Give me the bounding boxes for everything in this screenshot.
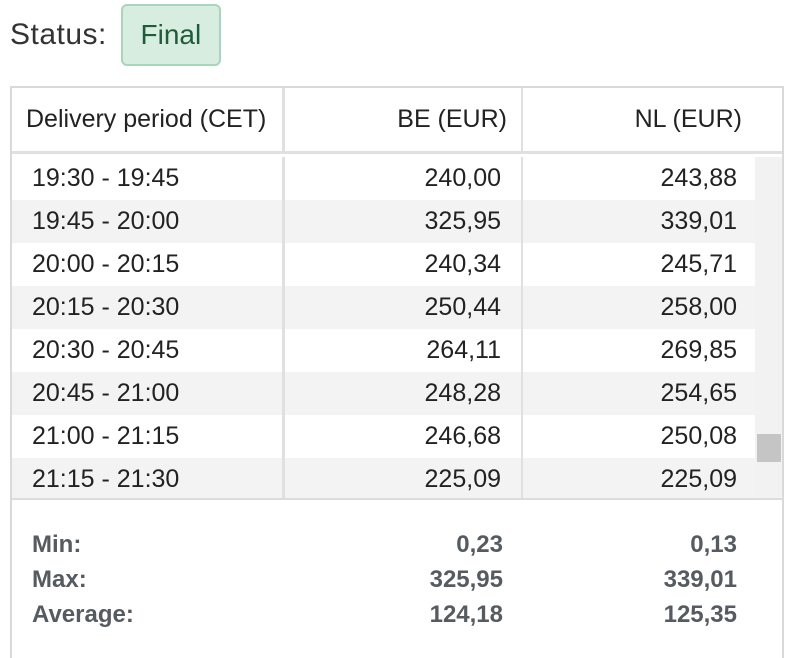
cell-nl: 254,65 xyxy=(523,372,755,415)
summary-average-be: 124,18 xyxy=(429,601,503,628)
table-body[interactable]: 19:30 - 19:45 240,00 243,88 19:45 - 20:0… xyxy=(12,157,782,500)
table-row: 21:15 - 21:30 225,09 225,09 xyxy=(12,458,782,500)
cell-nl: 245,71 xyxy=(660,250,737,278)
cell-be: 264,11 xyxy=(285,329,523,372)
column-header-delivery-period[interactable]: Delivery period (CET) xyxy=(12,88,285,151)
cell-be: 246,68 xyxy=(285,415,523,458)
column-header-nl[interactable]: NL (EUR) xyxy=(634,105,742,133)
table-row: 20:45 - 21:00 248,28 254,65 xyxy=(12,372,782,415)
status-row: Status: Final xyxy=(10,4,221,66)
summary-label-min: Min: xyxy=(32,531,82,558)
table-header: Delivery period (CET) BE (EUR) NL (EUR) xyxy=(12,88,782,154)
cell-period: 21:15 - 21:30 xyxy=(12,458,285,500)
summary-average-nl: 125,35 xyxy=(663,601,737,628)
summary-row-average: Average: 124,18 125,35 xyxy=(12,598,782,632)
summary-label-average: Average: xyxy=(32,601,134,628)
cell-nl: 243,88 xyxy=(660,164,737,192)
column-header-be[interactable]: BE (EUR) xyxy=(285,88,523,151)
cell-period: 20:45 - 21:00 xyxy=(12,372,285,415)
cell-period: 19:45 - 20:00 xyxy=(12,200,285,243)
table-row: 19:45 - 20:00 325,95 339,01 xyxy=(12,200,782,243)
cell-be: 250,44 xyxy=(285,286,523,329)
cell-nl: 258,00 xyxy=(523,286,755,329)
cell-period: 19:30 - 19:45 xyxy=(12,157,285,200)
summary-row-max: Max: 325,95 339,01 xyxy=(12,563,782,597)
summary-section: Min: 0,23 0,13 Max: 325,95 339,01 Averag… xyxy=(12,498,782,658)
table-row: 20:15 - 20:30 250,44 258,00 xyxy=(12,286,782,329)
summary-max-be: 325,95 xyxy=(429,566,503,593)
status-badge: Final xyxy=(120,4,221,66)
scrollbar-thumb[interactable] xyxy=(757,434,781,462)
summary-max-nl: 339,01 xyxy=(663,566,737,593)
cell-period: 20:15 - 20:30 xyxy=(12,286,285,329)
table-row: 20:00 - 20:15 240,34 245,71 xyxy=(12,243,782,286)
price-table: Delivery period (CET) BE (EUR) NL (EUR) … xyxy=(10,86,784,658)
summary-min-be: 0,23 xyxy=(456,531,503,558)
cell-be: 248,28 xyxy=(285,372,523,415)
summary-min-nl: 0,13 xyxy=(690,531,737,558)
cell-be: 325,95 xyxy=(285,200,523,243)
cell-be: 225,09 xyxy=(285,458,523,500)
cell-nl: 250,08 xyxy=(660,422,737,450)
cell-nl: 225,09 xyxy=(523,458,755,500)
cell-nl: 269,85 xyxy=(660,336,737,364)
table-row: 21:00 - 21:15 246,68 250,08 xyxy=(12,415,782,458)
summary-label-max: Max: xyxy=(32,566,87,593)
cell-period: 21:00 - 21:15 xyxy=(12,415,285,458)
cell-be: 240,00 xyxy=(285,157,523,200)
cell-be: 240,34 xyxy=(285,243,523,286)
table-row: 19:30 - 19:45 240,00 243,88 xyxy=(12,157,782,200)
cell-period: 20:00 - 20:15 xyxy=(12,243,285,286)
table-scrollbar[interactable] xyxy=(755,157,782,500)
table-row: 20:30 - 20:45 264,11 269,85 xyxy=(12,329,782,372)
status-label: Status: xyxy=(10,18,107,51)
cell-nl: 339,01 xyxy=(523,200,755,243)
cell-period: 20:30 - 20:45 xyxy=(12,329,285,372)
summary-row-min: Min: 0,23 0,13 xyxy=(12,528,782,562)
